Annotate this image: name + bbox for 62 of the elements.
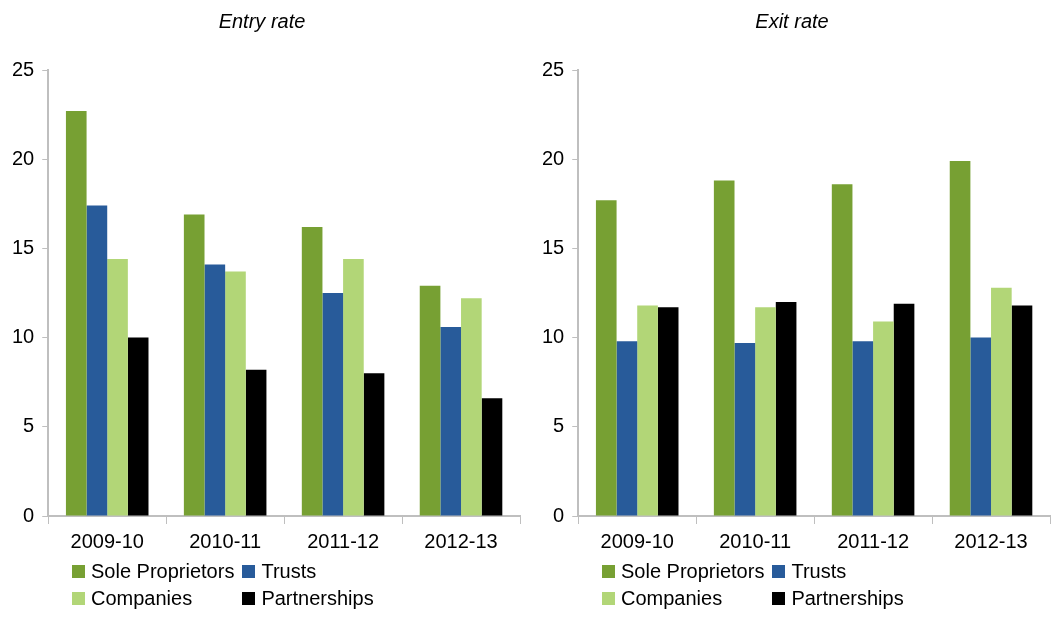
bar [893, 303, 915, 516]
legend-label: Companies [621, 587, 723, 610]
y-tick-label: 0 [23, 503, 35, 526]
legend-label: Trusts [261, 560, 317, 583]
bar [991, 287, 1012, 516]
y-tick-label: 15 [542, 235, 565, 258]
bar [949, 160, 971, 516]
y-tick-label: 10 [12, 325, 35, 348]
bar [183, 214, 205, 516]
legend-label: Sole Proprietors [621, 560, 765, 583]
bar [440, 326, 462, 516]
bar [225, 271, 246, 516]
y-tick-label: 5 [23, 414, 35, 437]
legend-label: Sole Proprietors [91, 560, 235, 583]
y-tick-label: 20 [542, 146, 565, 169]
legend-label: Partnerships [261, 587, 374, 610]
bar [734, 342, 756, 516]
y-tick-label: 0 [553, 503, 565, 526]
bar [755, 307, 776, 516]
bar [343, 259, 364, 516]
bar [1011, 305, 1033, 516]
bar [322, 293, 344, 516]
legend-label: Trusts [791, 560, 847, 583]
y-tick-label: 25 [542, 57, 565, 80]
bar [65, 111, 87, 516]
chart-title: Exit rate [755, 9, 829, 32]
x-tick-label: 2012-13 [954, 529, 1028, 552]
bar [637, 305, 658, 516]
y-tick-label: 10 [542, 325, 565, 348]
bar [301, 226, 323, 516]
x-tick-label: 2009-10 [600, 529, 674, 552]
bar [595, 200, 617, 516]
bar [775, 301, 797, 516]
bar [363, 373, 385, 516]
bar [204, 264, 226, 516]
x-tick-label: 2010-11 [719, 529, 792, 552]
bar [873, 321, 894, 516]
bar [127, 337, 149, 516]
bar [86, 205, 108, 516]
bar [852, 341, 874, 516]
y-tick-label: 25 [12, 57, 35, 80]
legend-label: Companies [91, 587, 193, 610]
bar [713, 180, 735, 516]
bar [970, 337, 992, 516]
x-tick-label: 2011-12 [837, 529, 910, 552]
x-tick-label: 2011-12 [307, 529, 380, 552]
bar [461, 298, 482, 516]
bar [107, 259, 128, 516]
bar [831, 184, 853, 516]
y-tick-label: 5 [553, 414, 565, 437]
bar [481, 398, 503, 516]
bar [419, 285, 441, 516]
chart-title: Entry rate [218, 9, 306, 32]
x-tick-label: 2009-10 [70, 529, 144, 552]
bar [657, 307, 679, 516]
y-tick-label: 20 [12, 146, 35, 169]
legend-label: Partnerships [791, 587, 904, 610]
bar [616, 341, 638, 516]
bar [245, 369, 267, 516]
x-tick-label: 2012-13 [424, 529, 498, 552]
x-tick-label: 2010-11 [189, 529, 262, 552]
y-tick-label: 15 [12, 235, 35, 258]
